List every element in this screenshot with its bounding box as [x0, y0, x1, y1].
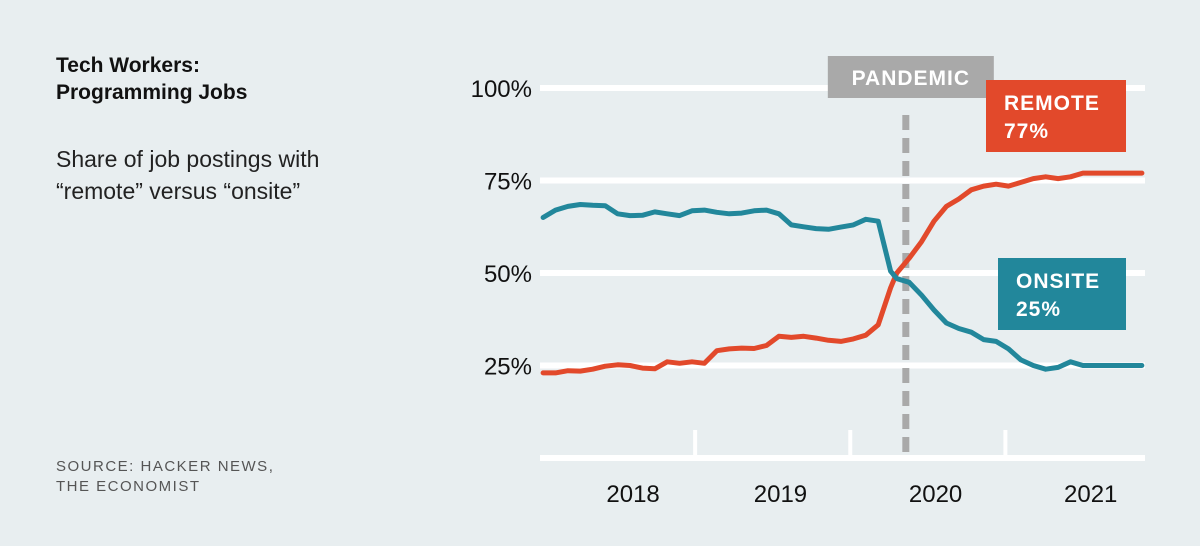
pandemic-label: PANDEMIC	[852, 67, 970, 90]
x-tick-label: 2019	[754, 481, 807, 508]
callout-box-onsite	[998, 258, 1126, 330]
callout-box-remote	[986, 80, 1126, 152]
series-label-onsite: ONSITE	[1016, 270, 1100, 293]
y-tick-label: 50%	[484, 261, 532, 288]
chart-subtitle: Share of job postings with “remote” vers…	[56, 143, 396, 207]
x-tick-label: 2018	[606, 481, 659, 508]
source-line-1: SOURCE: HACKER NEWS,	[56, 458, 275, 475]
source-note: SOURCE: HACKER NEWS, THE ECONOMIST	[56, 457, 356, 497]
series-line-onsite	[540, 202, 1145, 372]
title-line-1: Tech Workers:	[56, 54, 200, 77]
subtitle-line-2: “remote” versus “onsite”	[56, 178, 301, 204]
pandemic-label-box	[827, 56, 994, 98]
chart-title: Tech Workers: Programming Jobs	[56, 52, 376, 106]
series-label-remote: REMOTE	[1004, 92, 1100, 115]
x-tick-label: 2020	[909, 481, 962, 508]
source-line-2: THE ECONOMIST	[56, 478, 201, 495]
series-end-value-onsite: 25%	[1016, 298, 1061, 321]
y-tick-label: 100%	[471, 76, 532, 103]
series-end-value-remote: 77%	[1004, 120, 1049, 143]
x-tick-label: 2021	[1064, 481, 1117, 508]
y-tick-label: 75%	[484, 169, 532, 196]
series-line-remote	[540, 170, 1145, 376]
subtitle-line-1: Share of job postings with	[56, 146, 320, 172]
title-line-2: Programming Jobs	[56, 81, 248, 104]
y-tick-label: 25%	[484, 354, 532, 381]
